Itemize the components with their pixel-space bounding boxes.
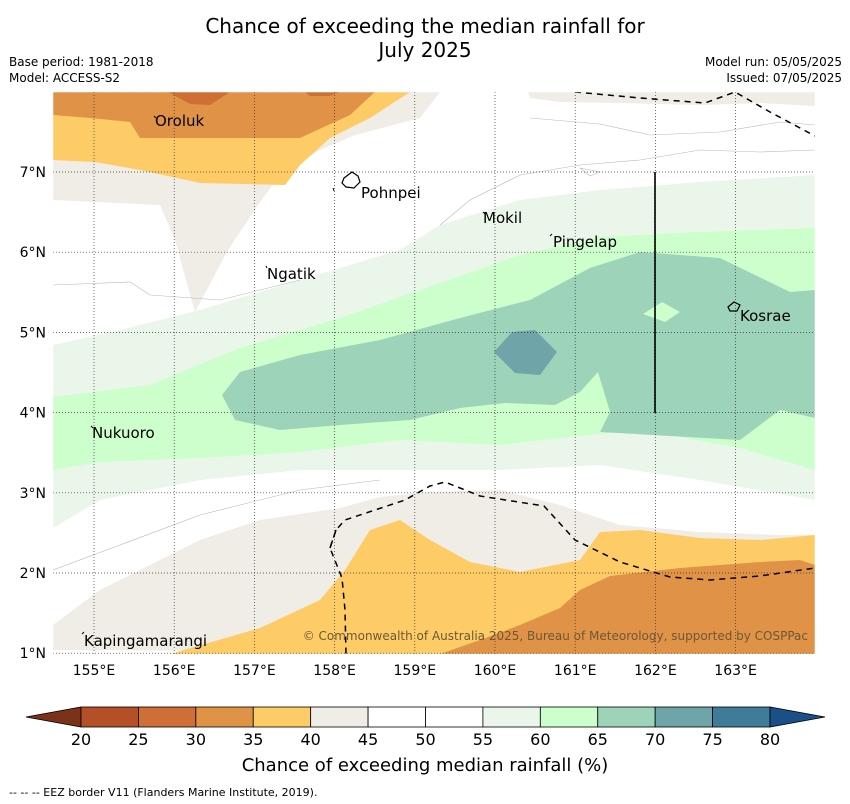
colorbar-segment [310,706,369,728]
kosrae-island [727,301,741,312]
base-period-text: Base period: 1981-2018 [9,55,154,69]
colorbar-segment [138,706,197,728]
longitude-tick-label: 162°E [634,663,677,679]
colorbar-tick-label: 70 [645,730,665,749]
colorbar-tick-label: 30 [186,730,206,749]
field-25-30-north-b [305,92,340,96]
longitude-tick-label: 159°E [394,663,437,679]
eez-borders [329,92,815,654]
colorbar-segment [425,706,484,728]
contour-fields [53,92,815,654]
field-60-65-patch [643,302,680,322]
colorbar-segment [539,706,599,728]
copyright-text: © Commonwealth of Australia 2025, Bureau… [303,629,808,643]
longitude-labels: 155°E 156°E 157°E 158°E 159°E 160°E 161°E 162°E… [73,663,757,679]
field-25-30-north [168,92,230,105]
field-30-35-south [440,560,815,654]
colorbar-tick-label: 25 [128,730,148,749]
colorbar-high-extension [769,706,826,728]
colorbar-tick-label: 45 [358,730,378,749]
latitude-labels: 7°N 6°N 5°N 4°N 3°N 2°N 1°N [20,165,46,662]
field-30-35-north [53,92,375,138]
field-70-75 [494,330,557,375]
latitude-tick-label: 5°N [20,325,46,341]
colorbar-segment [597,706,656,728]
latitude-tick-label: 7°N [20,165,46,181]
colorbar-tick-label: 40 [300,730,320,749]
colorbar-tick-label: 80 [760,730,780,749]
pohnpei-island [341,171,361,189]
place-oroluk: Oroluk [155,112,204,130]
eez-footnote: -- -- -- EEZ border V11 (Flanders Marine… [9,786,318,799]
colorbar-tick-label: 55 [473,730,493,749]
colorbar-tick-label: 50 [415,730,435,749]
place-kapingamarangi: Kapingamarangi [84,632,207,650]
colorbar-tick-label: 20 [71,730,91,749]
colorbar-tick-label: 60 [530,730,550,749]
colorbar [25,706,826,728]
place-kosrae: Kosrae [740,307,791,325]
model-run-text: Model run: 05/05/2025 [704,55,842,69]
contour-lines [53,117,815,571]
colorbar-segment [252,706,312,728]
issued-text: Issued: 07/05/2025 [726,71,842,85]
colorbar-tick-label: 65 [588,730,608,749]
colorbar-tick-label: 35 [243,730,263,749]
atoll-marks [81,115,553,635]
colorbar-segment [80,706,139,728]
colorbar-tick-label: 75 [702,730,722,749]
colorbar-label: Chance of exceeding median rainfall (%) [241,755,609,776]
longitude-tick-label: 163°E [714,663,757,679]
place-pingelap: Pingelap [553,233,617,251]
colorbar-segment [195,706,254,728]
longitude-tick-label: 160°E [474,663,517,679]
colorbar-ticks: 20 25 30 35 40 45 50 55 60 65 70 75 80 [71,730,780,749]
latitude-tick-label: 3°N [20,486,46,502]
place-pohnpei: Pohnpei [361,184,421,202]
place-ngatik: Ngatik [267,265,316,283]
longitude-tick-label: 155°E [73,663,116,679]
latitude-tick-label: 6°N [20,245,46,261]
model-text: Model: ACCESS-S2 [9,71,121,85]
longitude-tick-label: 156°E [153,663,196,679]
map-title-line1: Chance of exceeding the median rainfall … [205,14,645,38]
colorbar-segment [482,706,541,728]
colorbar-segment [654,706,713,728]
longitude-tick-label: 158°E [313,663,356,679]
latitude-tick-label: 4°N [20,406,46,422]
longitude-tick-label: 157°E [233,663,276,679]
colorbar-segment [712,706,771,728]
colorbar-segment [367,706,426,728]
longitude-tick-label: 161°E [554,663,597,679]
latitude-tick-label: 2°N [20,566,46,582]
place-mokil: Mokil [483,209,522,227]
latitude-tick-label: 1°N [20,646,46,662]
map-title-line2: July 2025 [378,38,472,62]
colorbar-low-extension [25,706,82,728]
field-40-45-northeast [528,92,815,106]
place-nukuoro: Nukuoro [92,424,155,442]
